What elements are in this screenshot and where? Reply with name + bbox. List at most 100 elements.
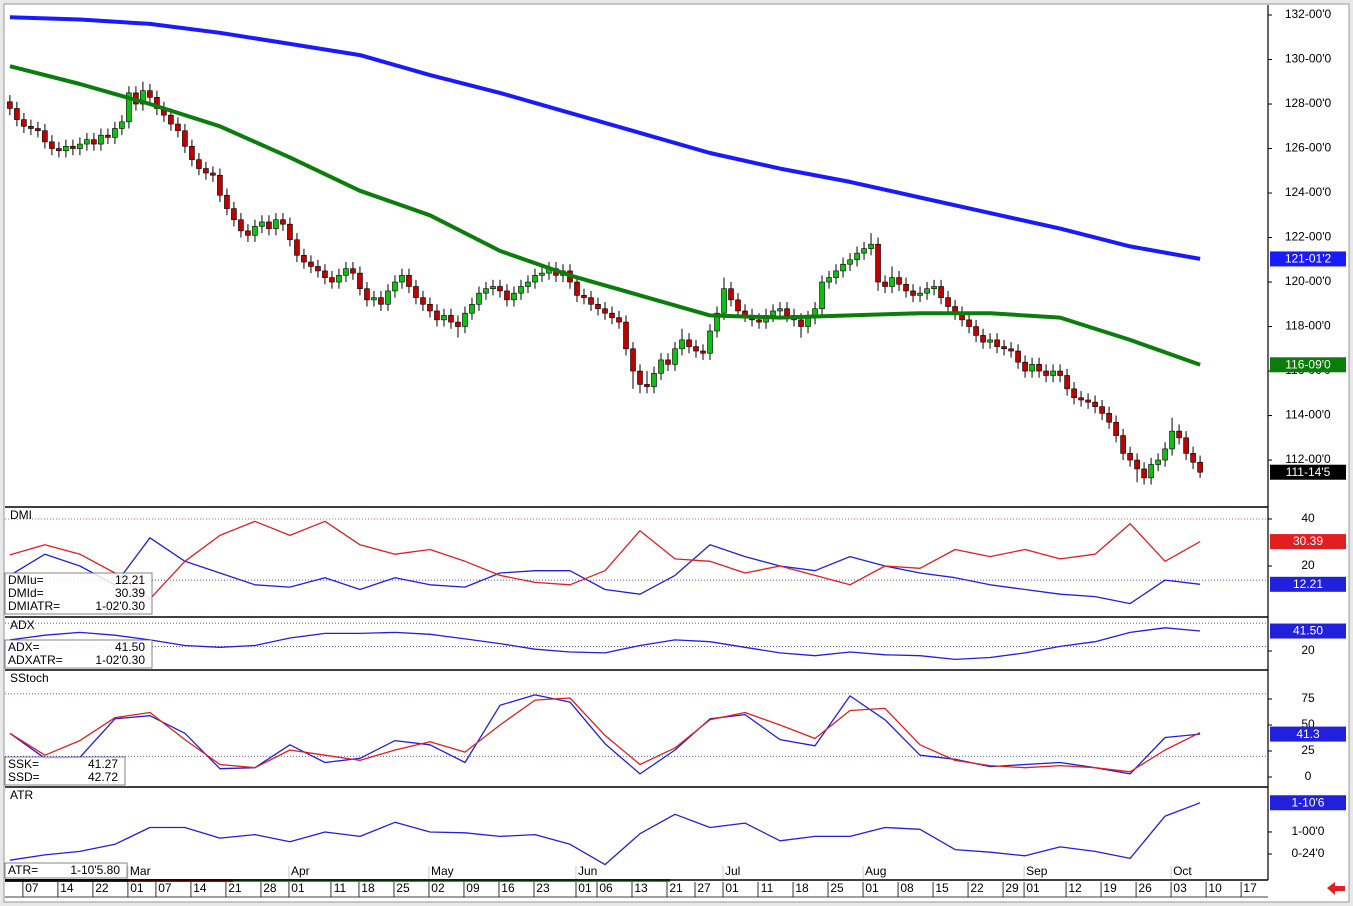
candle-body — [287, 223, 293, 241]
candle-body — [1064, 375, 1070, 390]
x-tick-label: 21 — [228, 881, 242, 895]
y-tick-label: 130-00'0 — [1285, 52, 1332, 66]
month-label: Jul — [725, 864, 740, 878]
candle-body — [483, 288, 489, 294]
candle-body — [189, 145, 195, 160]
candle-body — [861, 248, 867, 254]
x-tick-label: 13 — [634, 881, 648, 895]
candle-body — [252, 226, 258, 236]
candle-body — [875, 243, 881, 283]
candle-body — [1176, 430, 1182, 439]
candle-body — [147, 90, 153, 98]
month-label: Aug — [865, 864, 886, 878]
candle-body — [987, 339, 993, 343]
x-tick-label: 11 — [334, 881, 347, 895]
candle-body — [49, 141, 55, 149]
candle-body — [392, 281, 398, 292]
candle-body — [469, 303, 475, 314]
candle-body — [693, 346, 699, 352]
candle-body — [1148, 464, 1154, 479]
candle-body — [924, 288, 930, 294]
candle-body — [819, 281, 825, 310]
candle-body — [14, 108, 20, 120]
x-tick-label: 10 — [1208, 881, 1222, 895]
candle-body — [35, 128, 41, 132]
candle-body — [833, 270, 839, 278]
readout-name: ATR= — [8, 863, 38, 877]
readout-frame — [4, 639, 153, 669]
x-tick-label: 07 — [158, 881, 172, 895]
candle-body — [7, 101, 13, 109]
candle-body — [798, 319, 804, 327]
x-tick-label: 22 — [95, 881, 109, 895]
readout-frame — [4, 572, 153, 615]
candle-body — [532, 275, 538, 283]
candle-body — [910, 290, 916, 296]
y-tick-label: 20 — [1301, 643, 1315, 657]
panel-title: SStoch — [10, 671, 49, 685]
candle-body — [357, 272, 363, 290]
candle-body — [1057, 370, 1063, 376]
readout-value: 30.39 — [115, 586, 145, 600]
candle-body — [420, 297, 426, 305]
candle-body — [917, 292, 923, 296]
candle-body — [1036, 364, 1042, 372]
candle-body — [1029, 364, 1035, 372]
candle-body — [364, 288, 370, 301]
candle-body — [98, 134, 104, 145]
readout-value: 41.27 — [88, 757, 118, 771]
y-tick-label: 132-00'0 — [1285, 7, 1332, 21]
candle-body — [315, 266, 321, 272]
candle-body — [1085, 399, 1091, 403]
candle-body — [105, 134, 111, 138]
last-value-label: 111-14'5 — [1286, 465, 1331, 479]
candle-body — [21, 119, 27, 127]
candle-body — [231, 208, 237, 221]
last-value-label: 41.50 — [1293, 624, 1323, 638]
candle-body — [434, 310, 440, 321]
last-value-box — [1270, 795, 1346, 811]
candle-body — [273, 219, 279, 229]
readout-value: 12.21 — [115, 573, 145, 587]
candle-body — [707, 330, 713, 354]
panel-title: ATR — [10, 788, 33, 802]
candle-body — [889, 277, 895, 287]
last-value-label: 30.39 — [1293, 534, 1323, 548]
candle-body — [511, 292, 517, 301]
candle-body — [168, 114, 174, 125]
candle-body — [490, 286, 496, 290]
candle-body — [637, 370, 643, 385]
candle-body — [525, 281, 531, 287]
readout-name: DMIATR= — [8, 599, 60, 613]
candle-body — [609, 312, 615, 318]
x-tick-label: 06 — [599, 881, 613, 895]
y-tick-label: 1-00'0 — [1292, 824, 1325, 838]
candle-body — [581, 295, 587, 298]
candle-body — [518, 286, 524, 294]
month-label: Sep — [1026, 864, 1048, 878]
candle-body — [903, 283, 909, 292]
candle-body — [329, 277, 335, 283]
x-tick-label: 22 — [970, 881, 984, 895]
candle-body — [112, 128, 118, 138]
readout-name: SSK= — [8, 757, 39, 771]
x-tick-label: 14 — [60, 881, 74, 895]
y-tick-label: 112-00'0 — [1285, 452, 1331, 466]
month-label: Apr — [291, 864, 310, 878]
candle-body — [1190, 453, 1196, 463]
last-value-label: 41.3 — [1296, 727, 1320, 741]
candle-body — [238, 219, 244, 232]
y-tick-label: 20 — [1301, 558, 1315, 572]
candle-body — [63, 145, 69, 152]
candle-body — [126, 92, 132, 123]
candle-body — [1015, 350, 1021, 363]
y-tick-label: 25 — [1301, 743, 1315, 757]
candle-body — [1050, 370, 1056, 376]
x-tick-label: 25 — [830, 881, 844, 895]
x-tick-label: 17 — [1243, 881, 1257, 895]
x-tick-label: 19 — [1103, 881, 1117, 895]
x-tick-label: 25 — [396, 881, 410, 895]
candle-body — [651, 372, 657, 387]
y-tick-label: 75 — [1301, 691, 1315, 705]
chart-area — [3, 3, 1350, 903]
